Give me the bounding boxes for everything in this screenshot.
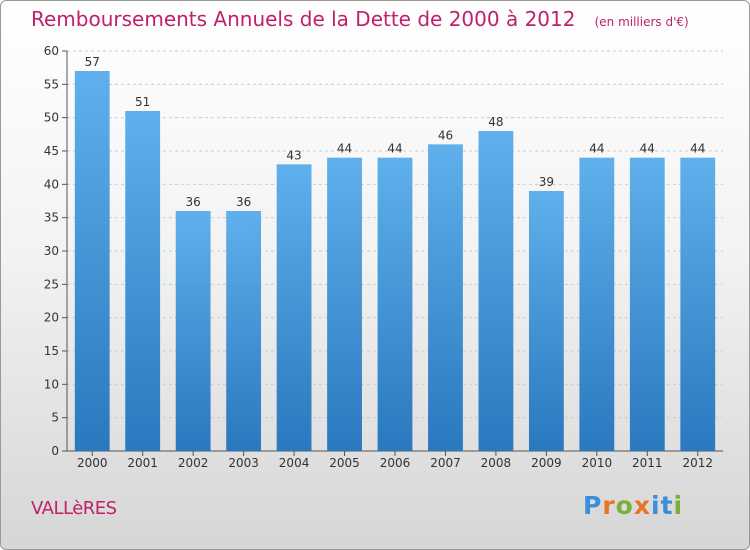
bar-value-label: 36 — [236, 195, 251, 209]
y-tick-label: 35 — [44, 211, 59, 225]
x-tick-label: 2002 — [178, 456, 209, 470]
x-tick-label: 2007 — [430, 456, 461, 470]
y-tick-label: 5 — [51, 411, 59, 425]
x-tick-label: 2008 — [481, 456, 512, 470]
x-tick-label: 2005 — [329, 456, 360, 470]
bar-value-label: 44 — [387, 142, 402, 156]
logo-letter: i — [673, 491, 684, 520]
proxiti-logo: Proxiti — [583, 491, 683, 520]
chart-title: Remboursements Annuels de la Dette de 20… — [31, 7, 576, 31]
bar — [276, 164, 312, 452]
bar-value-label: 44 — [589, 142, 604, 156]
bar — [226, 211, 262, 451]
logo-letter: x — [633, 491, 651, 520]
y-tick-label: 10 — [44, 377, 59, 391]
y-tick-label: 50 — [44, 111, 59, 125]
bar — [175, 211, 211, 451]
bar-value-label: 36 — [186, 195, 201, 209]
chart-subtitle: (en milliers d'€) — [594, 15, 689, 29]
bar-value-label: 43 — [286, 148, 301, 162]
x-tick-label: 2010 — [582, 456, 613, 470]
logo-letter: r — [602, 491, 616, 520]
bar-value-label: 57 — [85, 55, 100, 69]
y-tick-label: 20 — [44, 311, 59, 325]
title-row: Remboursements Annuels de la Dette de 20… — [31, 7, 689, 31]
y-tick-label: 25 — [44, 277, 59, 291]
y-tick-label: 15 — [44, 344, 59, 358]
x-tick-label: 2003 — [228, 456, 259, 470]
labels: 0 5 10 15 20 25 30 35 40 45 50 55 60 57 2000 51 2001 36 20… — [44, 44, 713, 470]
y-tick-label: 55 — [44, 77, 59, 91]
bar-value-label: 48 — [488, 115, 503, 129]
bar — [579, 157, 615, 451]
bar-value-label: 46 — [438, 128, 453, 142]
bar-value-label: 44 — [690, 142, 705, 156]
bar — [125, 111, 161, 451]
y-tick-label: 45 — [44, 144, 59, 158]
x-tick-label: 2009 — [531, 456, 562, 470]
logo-letter: i — [651, 491, 661, 520]
y-tick-label: 30 — [44, 244, 59, 258]
bar — [377, 157, 413, 451]
bar — [478, 131, 514, 451]
logo-letter: t — [660, 491, 674, 520]
bar — [680, 157, 716, 451]
x-tick-label: 2006 — [380, 456, 411, 470]
bar-value-label: 44 — [337, 142, 352, 156]
bar-value-label: 39 — [539, 175, 554, 189]
x-tick-label: 2011 — [632, 456, 663, 470]
x-tick-label: 2004 — [279, 456, 310, 470]
x-tick-label: 2012 — [682, 456, 713, 470]
bar-value-label: 51 — [135, 95, 150, 109]
bars — [74, 71, 716, 452]
bar-value-label: 44 — [640, 142, 655, 156]
bar — [74, 71, 110, 451]
bar — [629, 157, 665, 451]
x-tick-label: 2001 — [127, 456, 158, 470]
bar — [428, 144, 463, 452]
y-tick-label: 0 — [51, 444, 59, 458]
commune-name: VALLèRES — [31, 498, 117, 519]
bar — [528, 191, 564, 451]
y-tick-label: 60 — [44, 44, 59, 58]
x-tick-label: 2000 — [77, 456, 108, 470]
bar — [327, 157, 362, 451]
y-tick-label: 40 — [44, 177, 59, 191]
logo-letter: o — [615, 491, 634, 520]
logo-letter: P — [583, 491, 603, 520]
